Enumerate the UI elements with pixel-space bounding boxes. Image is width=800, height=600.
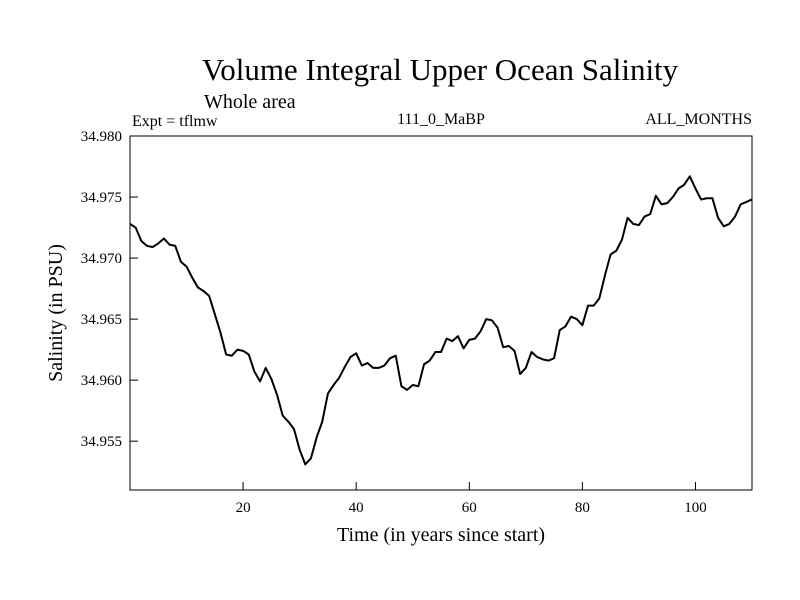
- y-tick-label: 34.975: [81, 190, 122, 206]
- y-tick-label: 34.980: [81, 129, 122, 145]
- x-tick-label: 40: [349, 500, 364, 516]
- y-tick-label: 34.965: [81, 312, 122, 328]
- run-label: 111_0_MaBP: [397, 111, 485, 128]
- x-tick-label: 80: [575, 500, 590, 516]
- chart-title: Volume Integral Upper Ocean Salinity: [202, 52, 679, 87]
- y-tick-label: 34.955: [81, 434, 122, 450]
- y-tick-label: 34.960: [81, 373, 122, 389]
- x-tick-label: 100: [684, 500, 707, 516]
- salinity-series-line: [129, 175, 753, 466]
- chart-subtitle: Whole area: [204, 91, 296, 113]
- y-axis-label: Salinity (in PSU): [45, 244, 67, 382]
- x-axis-label: Time (in years since start): [337, 524, 545, 546]
- plot-frame: [129, 135, 753, 491]
- y-axis: 34.955 34.960 34.965 34.970 34.975 34.980: [81, 129, 138, 450]
- x-tick-label: 20: [236, 500, 251, 516]
- x-axis: 20 40 60 80 100: [236, 482, 707, 516]
- x-tick-label: 60: [462, 500, 477, 516]
- months-label: ALL_MONTHS: [645, 111, 752, 128]
- y-tick-label: 34.970: [81, 251, 122, 267]
- experiment-label: Expt = tflmw: [132, 113, 218, 130]
